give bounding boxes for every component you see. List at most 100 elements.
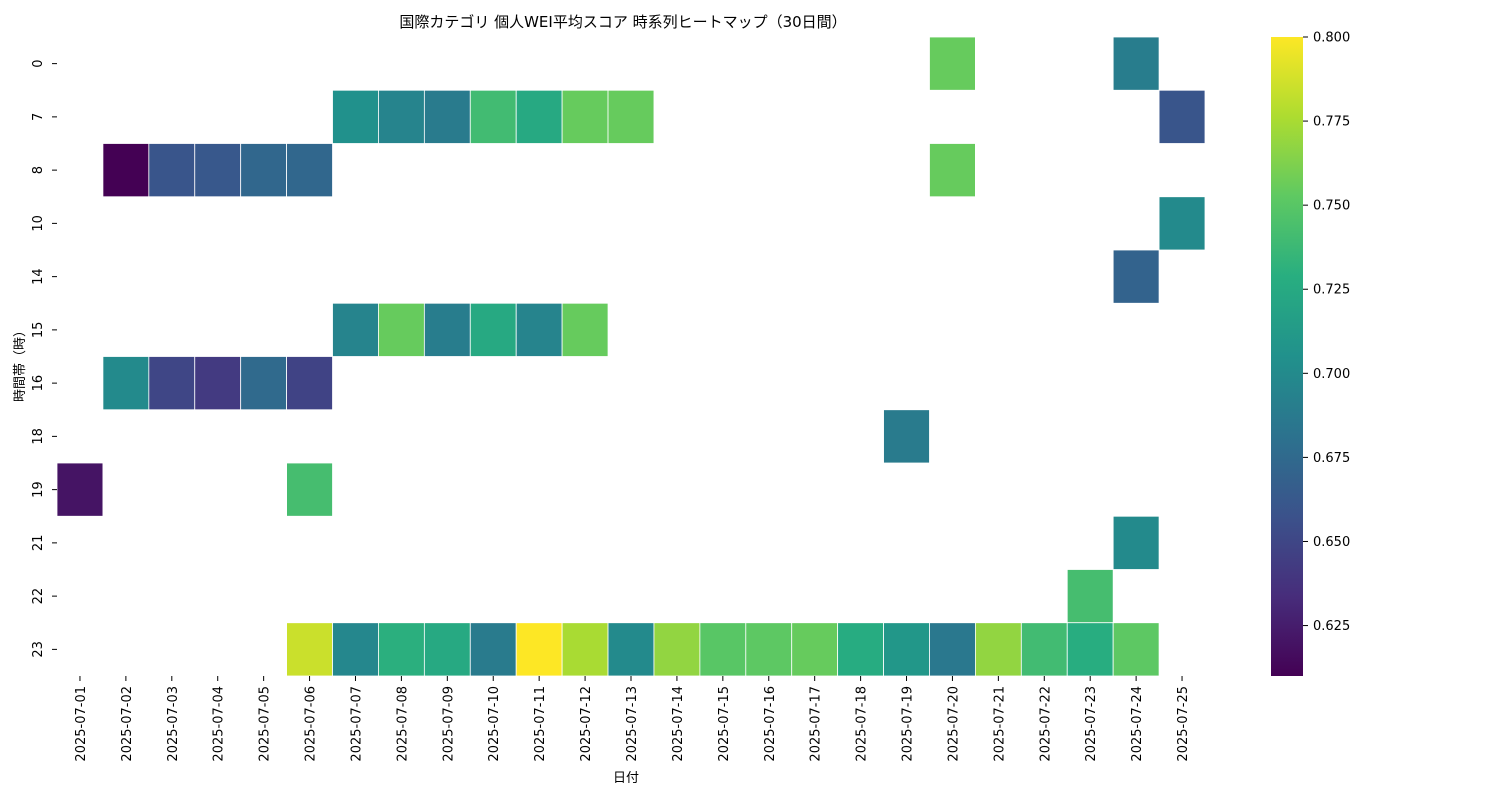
x-tick-label: 2025-07-13 [625, 686, 640, 762]
colorbar-tick-label: 0.675 [1313, 451, 1350, 466]
x-tick-label: 2025-07-03 [166, 686, 181, 762]
heatmap-cell [56, 462, 104, 517]
y-tick-label: 22 [31, 588, 46, 605]
heatmap-cell [286, 462, 333, 517]
colorbar-tick-label: 0.750 [1313, 199, 1350, 214]
x-tick-label: 2025-07-23 [1084, 686, 1099, 762]
x-tick-label: 2025-07-19 [901, 686, 916, 762]
heatmap-cell [148, 356, 196, 411]
heatmap-cell [883, 409, 930, 464]
heatmap-cell [469, 622, 517, 677]
heatmap-cell [469, 89, 517, 144]
heatmap-cell [699, 622, 747, 677]
y-tick-label: 19 [31, 481, 46, 498]
x-tick-label: 2025-07-15 [717, 686, 732, 762]
heatmap-cell [1066, 569, 1114, 624]
x-tick-label: 2025-07-05 [258, 686, 273, 762]
heatmap-cell [240, 143, 287, 198]
colorbar [1271, 37, 1303, 676]
y-tick-label: 7 [31, 113, 46, 121]
heatmap-cell [1112, 249, 1160, 304]
heatmap-cell [607, 622, 655, 677]
heatmap-cell [148, 143, 196, 198]
x-tick-label: 2025-07-01 [74, 686, 89, 762]
x-tick-label: 2025-07-09 [441, 686, 456, 762]
heatmap-cell [561, 89, 609, 144]
heatmap-cell [1112, 622, 1160, 677]
x-tick-label: 2025-07-20 [946, 686, 961, 762]
heatmap-cell [929, 36, 976, 91]
y-tick-label: 8 [31, 166, 46, 174]
colorbar-tick-label: 0.650 [1313, 535, 1350, 550]
y-tick-label: 16 [31, 375, 46, 392]
x-tick-label: 2025-07-12 [579, 686, 594, 762]
x-tick-label: 2025-07-16 [763, 686, 778, 762]
colorbar-tick-label: 0.800 [1313, 31, 1350, 46]
heatmap-cell [1158, 89, 1206, 144]
heatmap-cell [240, 356, 287, 411]
colorbar-tick-label: 0.725 [1313, 283, 1350, 298]
x-tick-label: 2025-07-04 [212, 686, 227, 762]
heatmap-cell [975, 622, 1022, 677]
x-axis-ticks: 2025-07-01 2025-07-02 2025-07-03 2025-07-04… [74, 676, 1191, 762]
colorbar-tick-label: 0.775 [1313, 115, 1350, 130]
heatmap-cell [929, 622, 976, 677]
x-tick-label: 2025-07-14 [671, 686, 686, 762]
y-tick-label: 23 [31, 641, 46, 658]
colorbar-tick-label: 0.625 [1313, 619, 1350, 634]
heatmap-cell [469, 302, 517, 357]
heatmap-cell [423, 89, 471, 144]
colorbar-tick-label: 0.700 [1313, 367, 1350, 382]
heatmap-cell [378, 302, 425, 357]
heatmap-cell [286, 356, 333, 411]
x-tick-label: 2025-07-25 [1176, 686, 1191, 762]
heatmap-cell [286, 622, 333, 677]
heatmap-cell [332, 302, 379, 357]
y-tick-label: 0 [31, 59, 46, 67]
heatmap-cell [515, 89, 563, 144]
y-tick-label: 14 [31, 268, 46, 285]
heatmap-cell [1020, 622, 1068, 677]
heatmap-cell [332, 622, 379, 677]
heatmap-cell [378, 89, 425, 144]
heatmap-cell [423, 302, 471, 357]
heatmap-cell [561, 622, 609, 677]
x-axis-label: 日付 [613, 771, 639, 786]
heatmap-cell [515, 622, 563, 677]
heatmap-cell [1112, 36, 1160, 91]
x-tick-label: 2025-07-24 [1130, 686, 1145, 762]
heatmap-cell [194, 143, 242, 198]
x-tick-label: 2025-07-02 [120, 686, 135, 762]
heatmap-cell [1112, 515, 1160, 570]
heatmap-cell [1066, 622, 1114, 677]
x-tick-label: 2025-07-10 [487, 686, 502, 762]
y-tick-label: 18 [31, 428, 46, 445]
chart-title: 国際カテゴリ 個人WEI平均スコア 時系列ヒートマップ（30日間） [399, 13, 846, 31]
heatmap-cell [653, 622, 701, 677]
heatmap-cell [515, 302, 563, 357]
heatmap-cell [102, 356, 150, 411]
heatmap-cell [837, 622, 884, 677]
colorbar-ticks: 0.625 0.650 0.675 0.700 0.725 0.750 0.775 0.800 [1303, 31, 1350, 634]
heatmap-cell [286, 143, 333, 198]
heatmap-cell [423, 622, 471, 677]
heatmap-cell [883, 622, 930, 677]
heatmap-cell [332, 89, 379, 144]
x-tick-label: 2025-07-17 [809, 686, 824, 762]
y-axis-ticks: 0 7 8 10 14 15 16 18 19 21 22 23 [31, 59, 57, 658]
heatmap-cell [791, 622, 839, 677]
y-tick-label: 10 [31, 215, 46, 232]
heatmap-cell [561, 302, 609, 357]
y-tick-label: 15 [31, 322, 46, 339]
y-tick-label: 21 [31, 535, 46, 552]
heatmap-cell [102, 143, 150, 198]
heatmap-cell [194, 356, 242, 411]
y-axis-label: 時間帯（時） [13, 324, 28, 402]
heatmap-cell [745, 622, 793, 677]
heatmap-cell [929, 143, 976, 198]
x-tick-label: 2025-07-21 [992, 686, 1007, 762]
x-tick-label: 2025-07-08 [395, 686, 410, 762]
x-tick-label: 2025-07-22 [1038, 686, 1053, 762]
x-tick-label: 2025-07-06 [304, 686, 319, 762]
